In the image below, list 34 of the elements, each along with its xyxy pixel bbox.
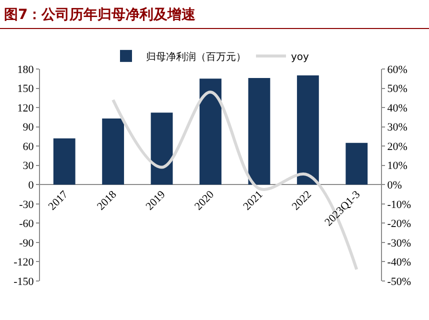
y2-tick-label: 10% bbox=[387, 160, 408, 172]
y-tick-label: -30 bbox=[19, 198, 34, 211]
bar bbox=[102, 118, 124, 185]
y-tick-label: -60 bbox=[19, 218, 34, 230]
y-tick-label: 150 bbox=[17, 83, 34, 96]
y-tick-label: 30 bbox=[22, 160, 34, 172]
bar bbox=[53, 138, 76, 185]
legend-label: yoy bbox=[291, 52, 310, 63]
y-tick-label: -90 bbox=[19, 237, 34, 250]
chart-title: 图7：公司历年归母净利及增速 bbox=[0, 0, 429, 29]
y-tick-label: -120 bbox=[14, 256, 34, 269]
y2-tick-label: -20% bbox=[387, 218, 412, 230]
y-tick-label: 60 bbox=[22, 140, 34, 153]
y2-tick-label: -40% bbox=[387, 256, 412, 269]
y-tick-label: 90 bbox=[22, 122, 34, 134]
y-tick-label: 0 bbox=[28, 179, 34, 192]
bar bbox=[200, 78, 222, 185]
y2-tick-label: -10% bbox=[387, 198, 412, 211]
legend-label: 归母净利润（百万元） bbox=[146, 50, 246, 63]
y2-tick-label: 40% bbox=[387, 102, 408, 114]
y2-tick-label: 60% bbox=[387, 64, 408, 76]
bar bbox=[150, 112, 173, 185]
y2-tick-label: -30% bbox=[387, 237, 412, 250]
y-tick-label: 120 bbox=[17, 102, 34, 114]
y2-tick-label: 50% bbox=[387, 83, 408, 96]
y2-tick-label: 30% bbox=[387, 122, 408, 134]
bar bbox=[296, 75, 319, 185]
bar bbox=[346, 142, 368, 185]
y2-tick-label: 0% bbox=[387, 179, 402, 192]
bar bbox=[248, 78, 270, 185]
y-tick-label: 180 bbox=[17, 64, 34, 76]
y2-tick-label: 20% bbox=[387, 140, 408, 153]
y-tick-label: -150 bbox=[14, 276, 34, 288]
y2-tick-label: -50% bbox=[387, 276, 412, 288]
